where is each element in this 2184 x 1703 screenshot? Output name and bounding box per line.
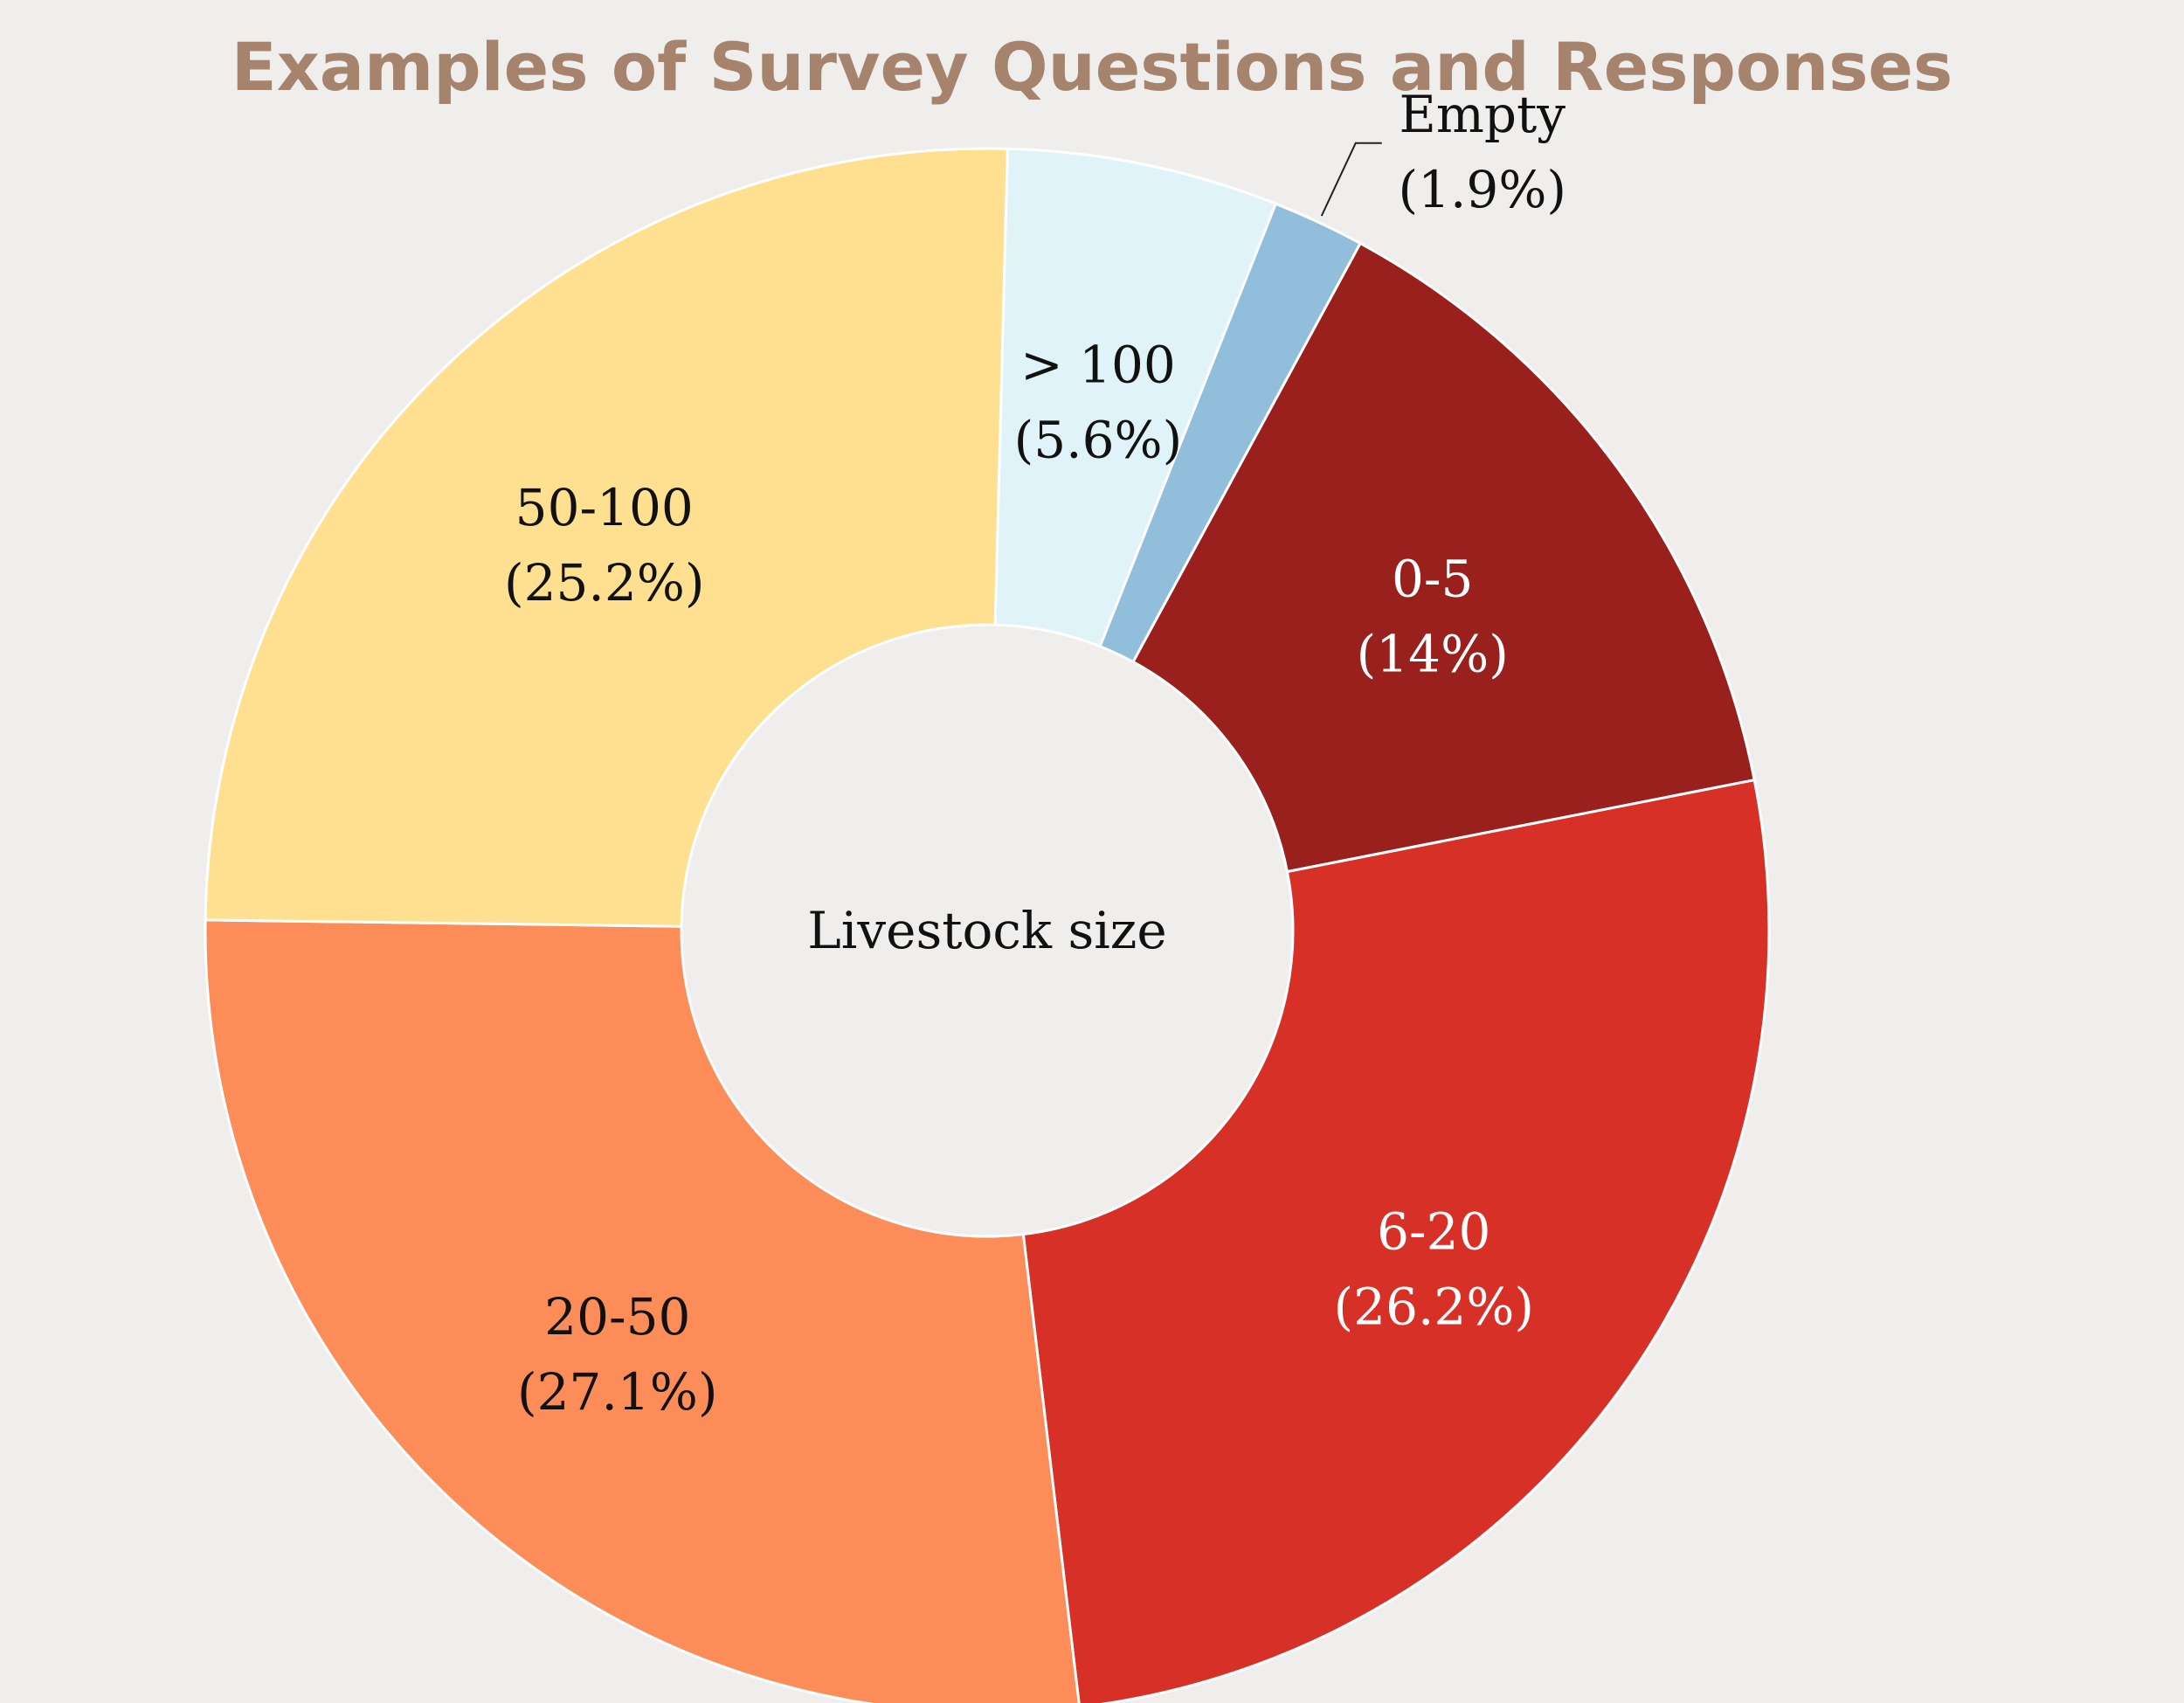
slice-label-empty: Empty (1.9%) — [1398, 85, 1566, 219]
slice-20-50 — [204, 918, 1081, 1703]
chart-title: Examples of Survey Questions and Respons… — [231, 28, 1953, 106]
slice-percent-label: (5.6%) — [1014, 410, 1183, 469]
slice-0-5 — [1130, 241, 1757, 874]
slice-label-6-20: 6-20 (26.2%) — [1334, 1201, 1535, 1336]
slice-category-label: 20-50 — [544, 1287, 690, 1346]
slice-6-20 — [1021, 778, 1771, 1703]
slice-label-100: > 100 (5.6%) — [1014, 335, 1183, 469]
slice-percent-label: (25.2%) — [504, 553, 705, 613]
slice-percent-label: (26.2%) — [1334, 1277, 1535, 1336]
slice-percent-label: (14%) — [1357, 625, 1509, 684]
slice-50-100 — [204, 147, 1009, 928]
slice-label-20-50: 20-50 (27.1%) — [517, 1287, 718, 1422]
slice-category-label: Empty — [1399, 85, 1565, 144]
slice-category-label: > 100 — [1020, 335, 1176, 394]
slice-percent-label: (27.1%) — [517, 1362, 718, 1422]
slice-label-50-100: 50-100 (25.2%) — [504, 478, 705, 613]
center-label: Livestock size — [807, 901, 1166, 960]
slices-layer — [204, 147, 1771, 1703]
slice-percent-label: (1.9%) — [1398, 160, 1566, 219]
slice-category-label: 50-100 — [515, 478, 694, 537]
leader-line-empty — [1320, 142, 1382, 217]
slice-label-0-5: 0-5 (14%) — [1357, 550, 1509, 684]
slice-labels-layer: 0-5 (14%) 6-20 (26.2%) 20-50 (27.1%) 50-100 (25… — [504, 85, 1566, 1422]
slice-category-label: 0-5 — [1392, 550, 1473, 609]
leader-lines-layer — [1320, 142, 1382, 217]
slice-category-label: 6-20 — [1377, 1201, 1490, 1261]
slice-100 — [993, 147, 1278, 648]
slice-empty — [1098, 202, 1363, 664]
